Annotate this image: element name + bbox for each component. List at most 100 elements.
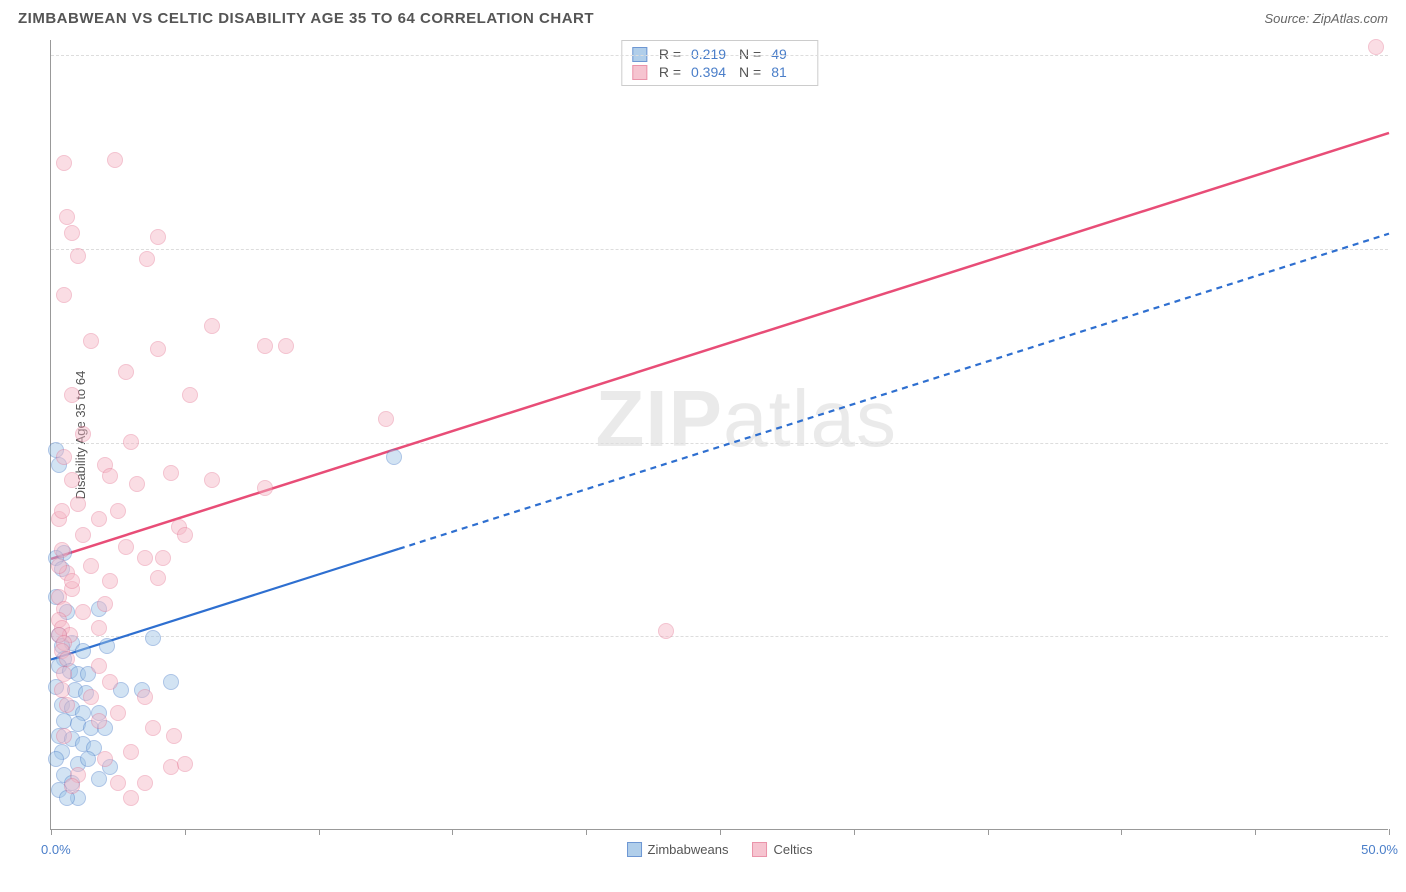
watermark: ZIPatlas bbox=[596, 373, 897, 465]
stats-row: R = 0.219 N = 49 bbox=[632, 45, 807, 63]
x-tick bbox=[1389, 829, 1390, 835]
stat-r-label: R = bbox=[659, 46, 681, 62]
scatter-point bbox=[59, 209, 75, 225]
chart-title: ZIMBABWEAN VS CELTIC DISABILITY AGE 35 T… bbox=[18, 10, 594, 27]
chart-header: ZIMBABWEAN VS CELTIC DISABILITY AGE 35 T… bbox=[18, 10, 1388, 27]
x-tick bbox=[1255, 829, 1256, 835]
scatter-point bbox=[150, 341, 166, 357]
scatter-point bbox=[56, 666, 72, 682]
scatter-point bbox=[80, 751, 96, 767]
legend-item: Zimbabweans bbox=[627, 842, 729, 857]
scatter-point bbox=[155, 550, 171, 566]
scatter-point bbox=[177, 527, 193, 543]
scatter-point bbox=[123, 744, 139, 760]
x-tick bbox=[185, 829, 186, 835]
scatter-point bbox=[145, 720, 161, 736]
scatter-point bbox=[1368, 39, 1384, 55]
scatter-point bbox=[137, 689, 153, 705]
x-tick bbox=[854, 829, 855, 835]
scatter-point bbox=[91, 620, 107, 636]
scatter-point bbox=[70, 496, 86, 512]
y-tick-label: 25.0% bbox=[1393, 435, 1406, 450]
scatter-point bbox=[70, 248, 86, 264]
scatter-point bbox=[118, 364, 134, 380]
scatter-point bbox=[56, 728, 72, 744]
y-tick-label: 50.0% bbox=[1393, 48, 1406, 63]
scatter-point bbox=[83, 558, 99, 574]
stat-r-value: 0.219 bbox=[691, 46, 727, 62]
scatter-point bbox=[204, 318, 220, 334]
scatter-point bbox=[145, 630, 161, 646]
scatter-point bbox=[163, 674, 179, 690]
scatter-point bbox=[139, 251, 155, 267]
scatter-point bbox=[64, 778, 80, 794]
scatter-point bbox=[110, 705, 126, 721]
x-tick bbox=[452, 829, 453, 835]
correlation-stats-box: R = 0.219 N = 49 R = 0.394 N = 81 bbox=[621, 40, 818, 86]
scatter-point bbox=[150, 570, 166, 586]
scatter-point bbox=[123, 434, 139, 450]
scatter-point bbox=[64, 573, 80, 589]
scatter-point bbox=[54, 503, 70, 519]
stat-n-value: 49 bbox=[771, 46, 807, 62]
bottom-legend: Zimbabweans Celtics bbox=[627, 842, 813, 857]
legend-swatch bbox=[627, 842, 642, 857]
scatter-point bbox=[97, 596, 113, 612]
x-tick bbox=[720, 829, 721, 835]
scatter-point bbox=[102, 674, 118, 690]
scatter-point bbox=[83, 333, 99, 349]
scatter-point bbox=[150, 229, 166, 245]
scatter-point bbox=[91, 713, 107, 729]
gridline-h bbox=[51, 249, 1388, 250]
scatter-point bbox=[75, 527, 91, 543]
scatter-point bbox=[163, 465, 179, 481]
y-tick-label: 37.5% bbox=[1393, 242, 1406, 257]
stat-r-label: R = bbox=[659, 64, 681, 80]
legend-item: Celtics bbox=[752, 842, 812, 857]
x-tick bbox=[51, 829, 52, 835]
stat-n-label: N = bbox=[739, 64, 761, 80]
scatter-point bbox=[56, 287, 72, 303]
stat-n-label: N = bbox=[739, 46, 761, 62]
x-tick bbox=[319, 829, 320, 835]
x-tick bbox=[586, 829, 587, 835]
scatter-point bbox=[51, 558, 67, 574]
gridline-h bbox=[51, 55, 1388, 56]
scatter-point bbox=[91, 771, 107, 787]
scatter-point bbox=[56, 449, 72, 465]
scatter-point bbox=[110, 775, 126, 791]
scatter-point bbox=[378, 411, 394, 427]
scatter-point bbox=[386, 449, 402, 465]
scatter-point bbox=[129, 476, 145, 492]
legend-swatch bbox=[632, 47, 647, 62]
watermark-rest: atlas bbox=[723, 374, 897, 463]
scatter-point bbox=[54, 542, 70, 558]
scatter-point bbox=[75, 643, 91, 659]
legend-swatch bbox=[632, 65, 647, 80]
scatter-point bbox=[107, 152, 123, 168]
scatter-point bbox=[137, 550, 153, 566]
scatter-point bbox=[97, 751, 113, 767]
scatter-point bbox=[102, 468, 118, 484]
scatter-point bbox=[64, 387, 80, 403]
scatter-point bbox=[48, 751, 64, 767]
x-tick bbox=[1121, 829, 1122, 835]
scatter-point bbox=[54, 682, 70, 698]
x-axis-min-label: 0.0% bbox=[41, 842, 71, 857]
scatter-point bbox=[257, 338, 273, 354]
scatter-point bbox=[83, 689, 99, 705]
x-tick bbox=[988, 829, 989, 835]
gridline-h bbox=[51, 443, 1388, 444]
stat-n-value: 81 bbox=[771, 64, 807, 80]
gridline-h bbox=[51, 636, 1388, 637]
legend-label: Zimbabweans bbox=[648, 842, 729, 857]
scatter-point bbox=[64, 225, 80, 241]
scatter-point bbox=[64, 472, 80, 488]
scatter-point bbox=[204, 472, 220, 488]
chart-plot-area: Disability Age 35 to 64 ZIPatlas R =0.21… bbox=[50, 40, 1388, 830]
scatter-point bbox=[182, 387, 198, 403]
scatter-point bbox=[177, 756, 193, 772]
scatter-point bbox=[56, 155, 72, 171]
stat-r-value: 0.394 bbox=[691, 64, 727, 80]
source-label: Source: ZipAtlas.com bbox=[1264, 11, 1388, 26]
